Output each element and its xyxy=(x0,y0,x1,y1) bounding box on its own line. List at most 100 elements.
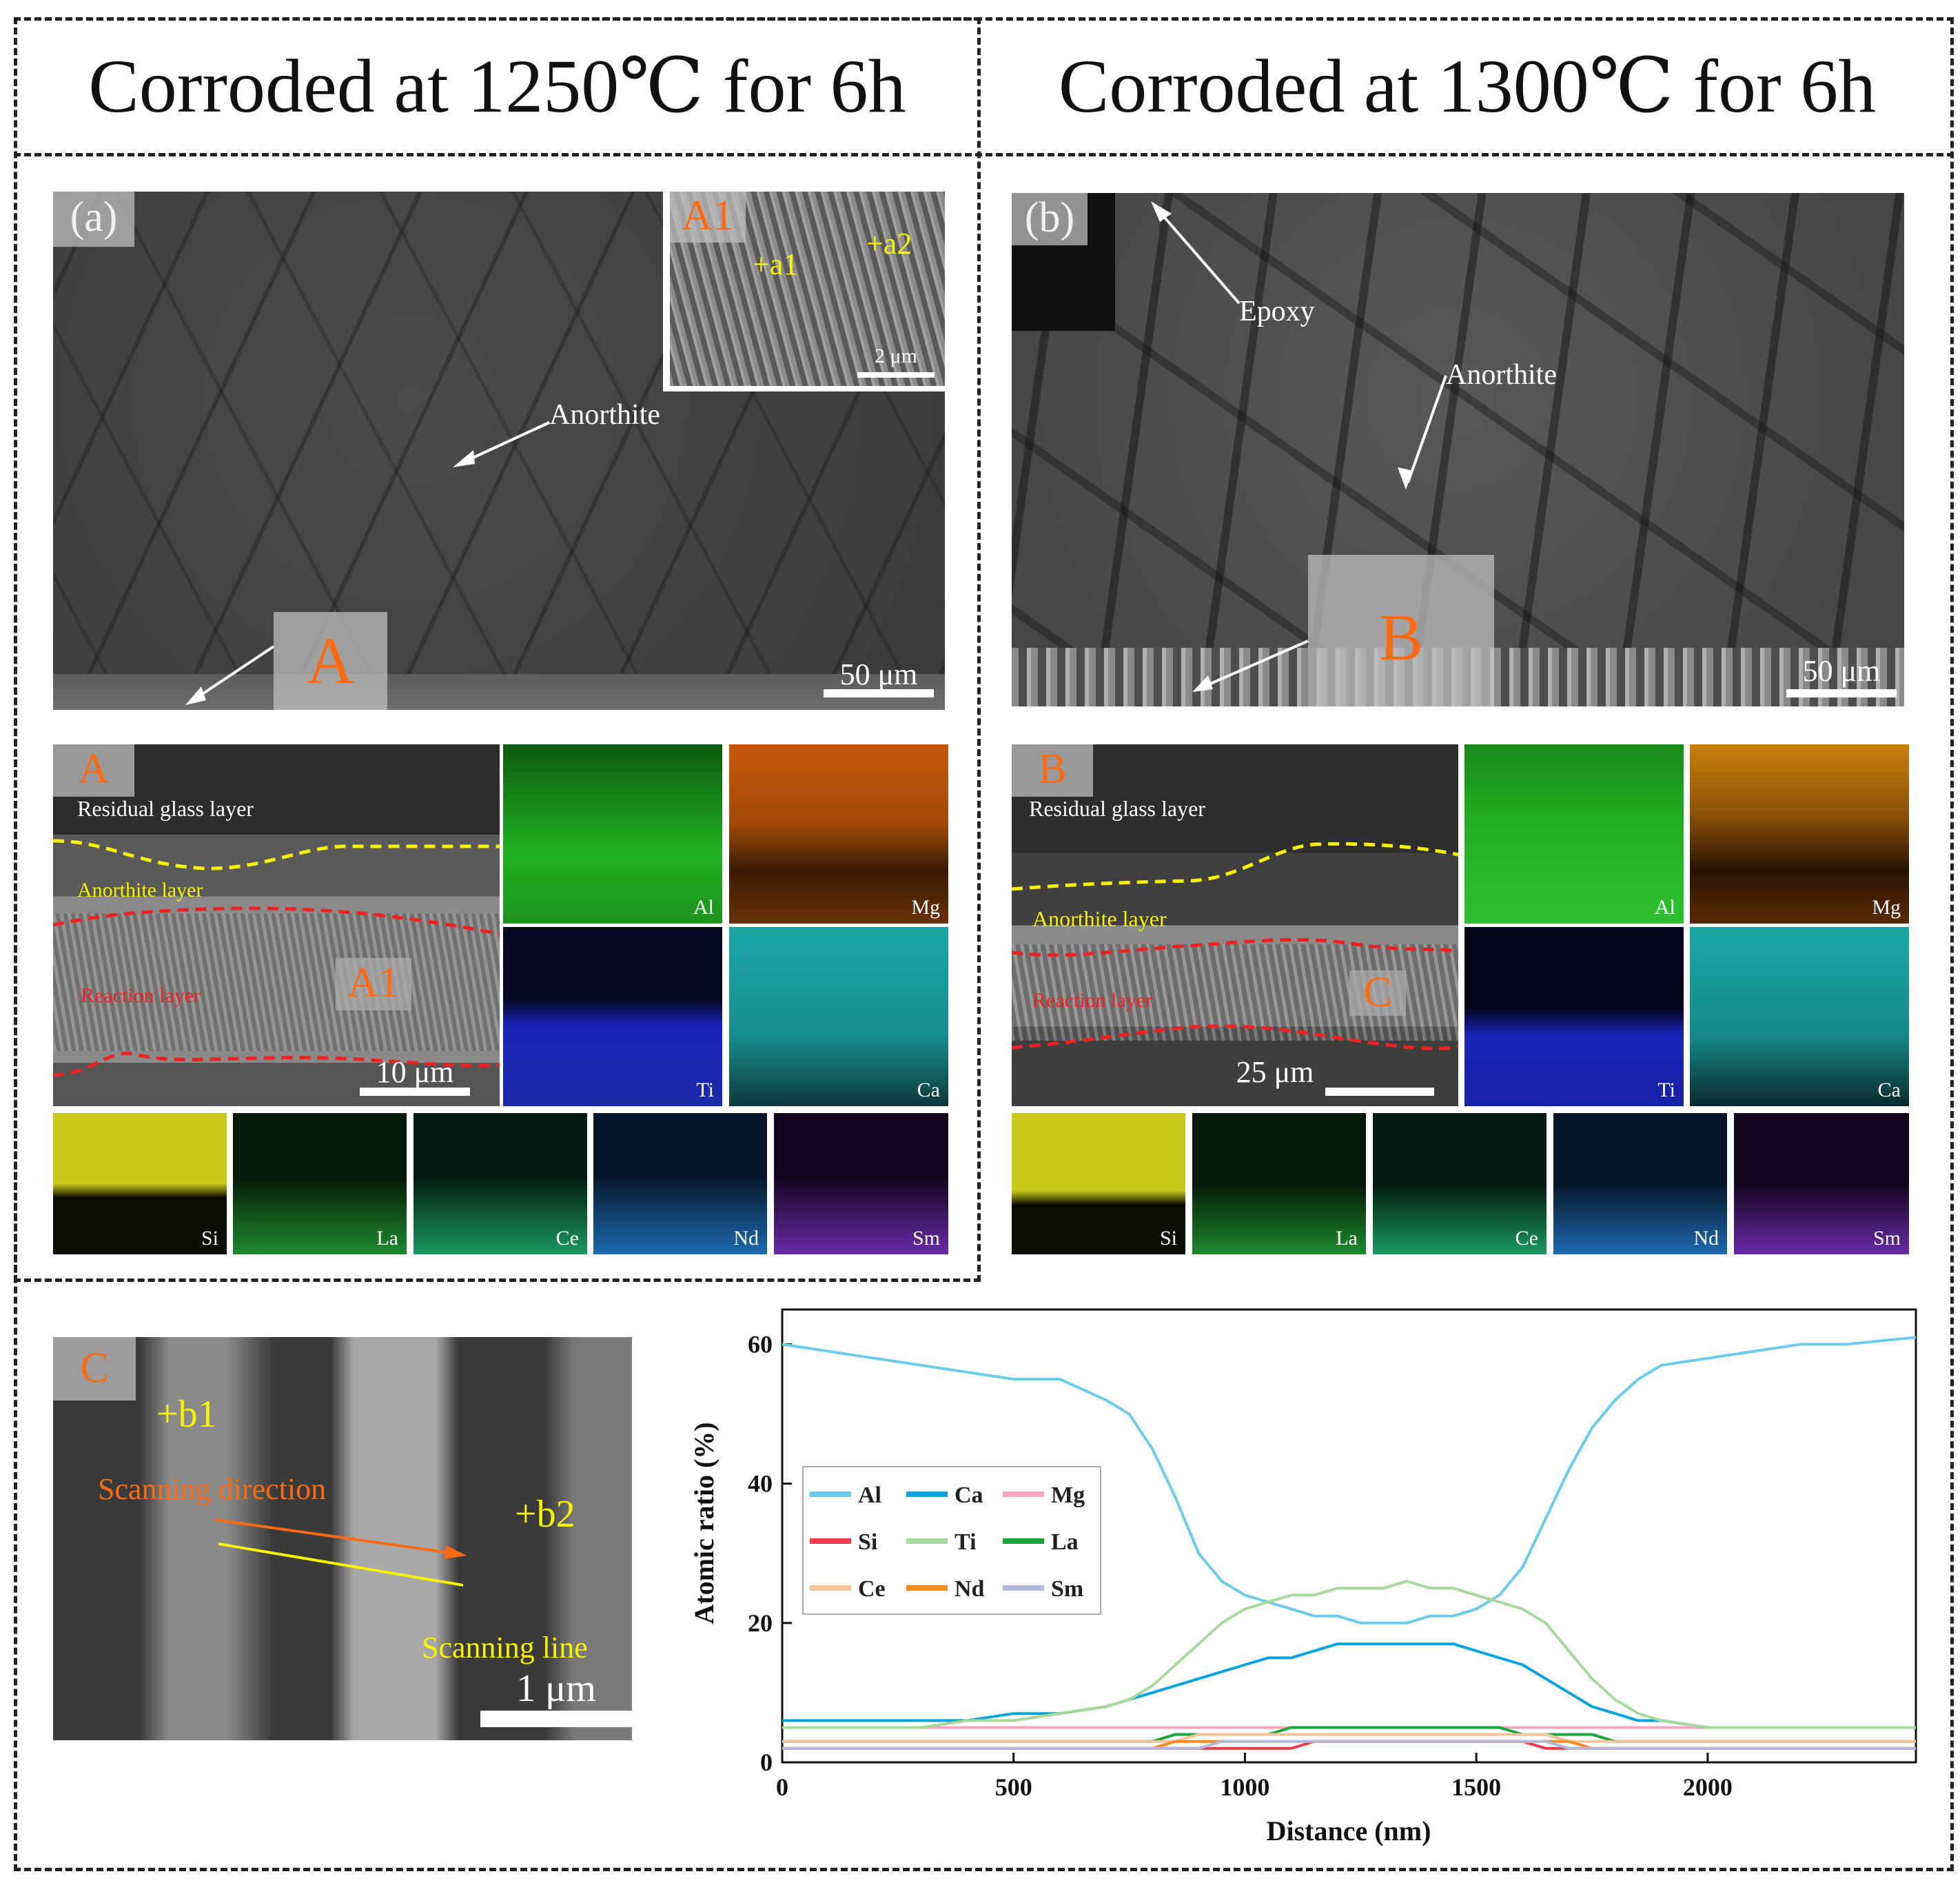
map-a-mg: Mg xyxy=(729,744,948,924)
map-b-mg-label: Mg xyxy=(1872,896,1901,919)
sub-label-c: C xyxy=(1349,970,1406,1016)
panel-c-label: C xyxy=(53,1337,136,1400)
plot-frame xyxy=(781,1308,1917,1764)
chart-legend: Al Ca Mg Si Ti La Ce Nd Sm xyxy=(802,1466,1101,1615)
inset-a1: A1 +a1 +a2 2 μm xyxy=(663,192,945,391)
cross-section-a: A Residual glass layer Anorthite layer R… xyxy=(53,744,500,1106)
legend-label-ce: Ce xyxy=(858,1576,886,1602)
reaction-layer-b: Reaction layer xyxy=(1032,989,1153,1012)
legend-box xyxy=(802,1466,1101,1615)
map-b-nd: Nd xyxy=(1553,1113,1727,1254)
map-b-ti-label: Ti xyxy=(1657,1079,1675,1101)
epoxy-label: Epoxy xyxy=(1239,296,1315,327)
arrowhead-region-a xyxy=(185,686,206,705)
x-tick-label: 1000 xyxy=(1220,1773,1269,1801)
map-b-mg: Mg xyxy=(1690,744,1909,924)
legend-label-mg: Mg xyxy=(1051,1482,1085,1508)
map-b-sm-label: Sm xyxy=(1872,1227,1901,1250)
map-b-label: B xyxy=(1012,744,1093,797)
map-b-ti: Ti xyxy=(1464,927,1684,1106)
map-a-ti: Ti xyxy=(503,927,722,1106)
x-tick-label: 2000 xyxy=(1683,1773,1733,1801)
boundary-yellow-b xyxy=(1012,842,1458,891)
arrows-b xyxy=(1151,201,1447,692)
arrows-a xyxy=(185,421,550,705)
chart-series xyxy=(782,1336,1917,1750)
map-b-al: Al xyxy=(1464,744,1684,924)
series-line-ce xyxy=(782,1733,1916,1743)
scan-direction-arrow xyxy=(214,1518,460,1556)
arrowhead-epoxy xyxy=(1151,201,1172,222)
scale-text-map-a: 10 μm xyxy=(376,1055,454,1089)
region-a-box: A xyxy=(274,612,387,710)
legend-label-ca: Ca xyxy=(955,1482,983,1508)
layer-boundaries-b xyxy=(1012,842,1458,1050)
scale-bar-a xyxy=(824,689,934,697)
layer-boundaries-a xyxy=(53,839,500,1077)
point-a2: +a2 xyxy=(866,227,912,261)
map-b-la-label: La xyxy=(1336,1227,1358,1250)
map-a-al-label: Al xyxy=(693,896,714,919)
arrowhead-anorthite-a xyxy=(453,450,475,467)
map-a-la-label: La xyxy=(376,1227,398,1250)
series-line-ti xyxy=(782,1580,1916,1729)
map-b-al-label: Al xyxy=(1655,896,1675,919)
anorthite-layer-b: Anorthite layer xyxy=(1032,906,1167,931)
boundary-yellow-a xyxy=(53,839,500,870)
x-tick-label: 1500 xyxy=(1451,1773,1501,1801)
map-b-ce: Ce xyxy=(1373,1113,1546,1254)
map-a-si-label: Si xyxy=(201,1227,218,1250)
scan-line-label: Scanning line xyxy=(422,1631,588,1664)
inset-scale-text: 2 μm xyxy=(875,345,917,367)
scale-bar-c xyxy=(480,1711,632,1727)
arrow-anorthite-a xyxy=(459,421,550,465)
sem-image-b: (b) B Epoxy Anorthite 50 μm xyxy=(1012,193,1904,706)
scale-bar-b xyxy=(1786,689,1897,697)
arrow-epoxy xyxy=(1155,207,1241,305)
y-tick-label: 60 xyxy=(748,1331,773,1358)
scale-bar-map-a xyxy=(360,1088,470,1096)
x-axis-label: Distance (nm) xyxy=(1267,1815,1431,1846)
anorthite-label-a: Anorthite xyxy=(549,399,660,431)
line-scan-chart: 0 500 1000 1500 2000 0 20 40 60 Al Ca Mg Si Ti La Ce Nd… xyxy=(688,1308,1917,1846)
scale-bar-map-b xyxy=(1325,1088,1434,1096)
residual-layer-a: Residual glass layer xyxy=(77,796,254,821)
map-a-ce: Ce xyxy=(414,1113,587,1254)
chart-axes: 0 500 1000 1500 2000 0 20 40 60 xyxy=(748,1308,1917,1801)
arrowhead-region-b xyxy=(1192,675,1213,692)
series-line-al xyxy=(782,1336,1917,1624)
anorthite-layer-a: Anorthite layer xyxy=(77,879,203,901)
x-tick-label: 500 xyxy=(995,1773,1032,1801)
legend-label-la: La xyxy=(1051,1529,1079,1555)
boundary-red-bottom-a xyxy=(53,1051,500,1077)
map-a-nd: Nd xyxy=(593,1113,767,1254)
map-a-sm-label: Sm xyxy=(912,1227,940,1250)
reaction-texture-a xyxy=(53,913,500,1051)
legend-label-al: Al xyxy=(858,1482,881,1508)
legend-label-nd: Nd xyxy=(955,1576,985,1602)
map-a-sm: Sm xyxy=(774,1113,948,1254)
map-b-nd-label: Nd xyxy=(1693,1227,1719,1250)
left-frame xyxy=(14,17,981,1282)
y-tick-label: 40 xyxy=(748,1470,773,1498)
scan-direction-label: Scanning direction xyxy=(98,1472,327,1506)
sub-label-a1: A1 xyxy=(336,958,411,1010)
arrow-region-b xyxy=(1197,640,1309,691)
scale-text-a: 50 μm xyxy=(839,658,918,691)
series-line-ca xyxy=(782,1642,1916,1729)
region-b-box: B xyxy=(1308,555,1494,706)
cross-section-b: B Residual glass layer Anorthite layer R… xyxy=(1012,744,1458,1106)
header-right: Corroded at 1300℃ for 6h xyxy=(1058,44,1877,128)
boundary-red-top-a xyxy=(53,906,500,936)
boundary-red-top-b xyxy=(1012,938,1458,957)
inset-a1-label: A1 xyxy=(670,192,746,243)
legend-label-sm: Sm xyxy=(1051,1576,1083,1602)
sem-image-a: (a) A A1 +a1 +a2 2 μm Anorthite 50 μm xyxy=(53,192,945,710)
map-a-ti-label: Ti xyxy=(696,1079,714,1101)
scale-text-map-b: 25 μm xyxy=(1236,1055,1314,1089)
inset-a1-image: A1 +a1 +a2 2 μm xyxy=(670,192,945,386)
x-tick-label: 0 xyxy=(776,1773,788,1801)
map-a-la: La xyxy=(233,1113,407,1254)
map-b-ca: Ca xyxy=(1690,927,1909,1106)
scan-annotations xyxy=(214,1518,467,1587)
